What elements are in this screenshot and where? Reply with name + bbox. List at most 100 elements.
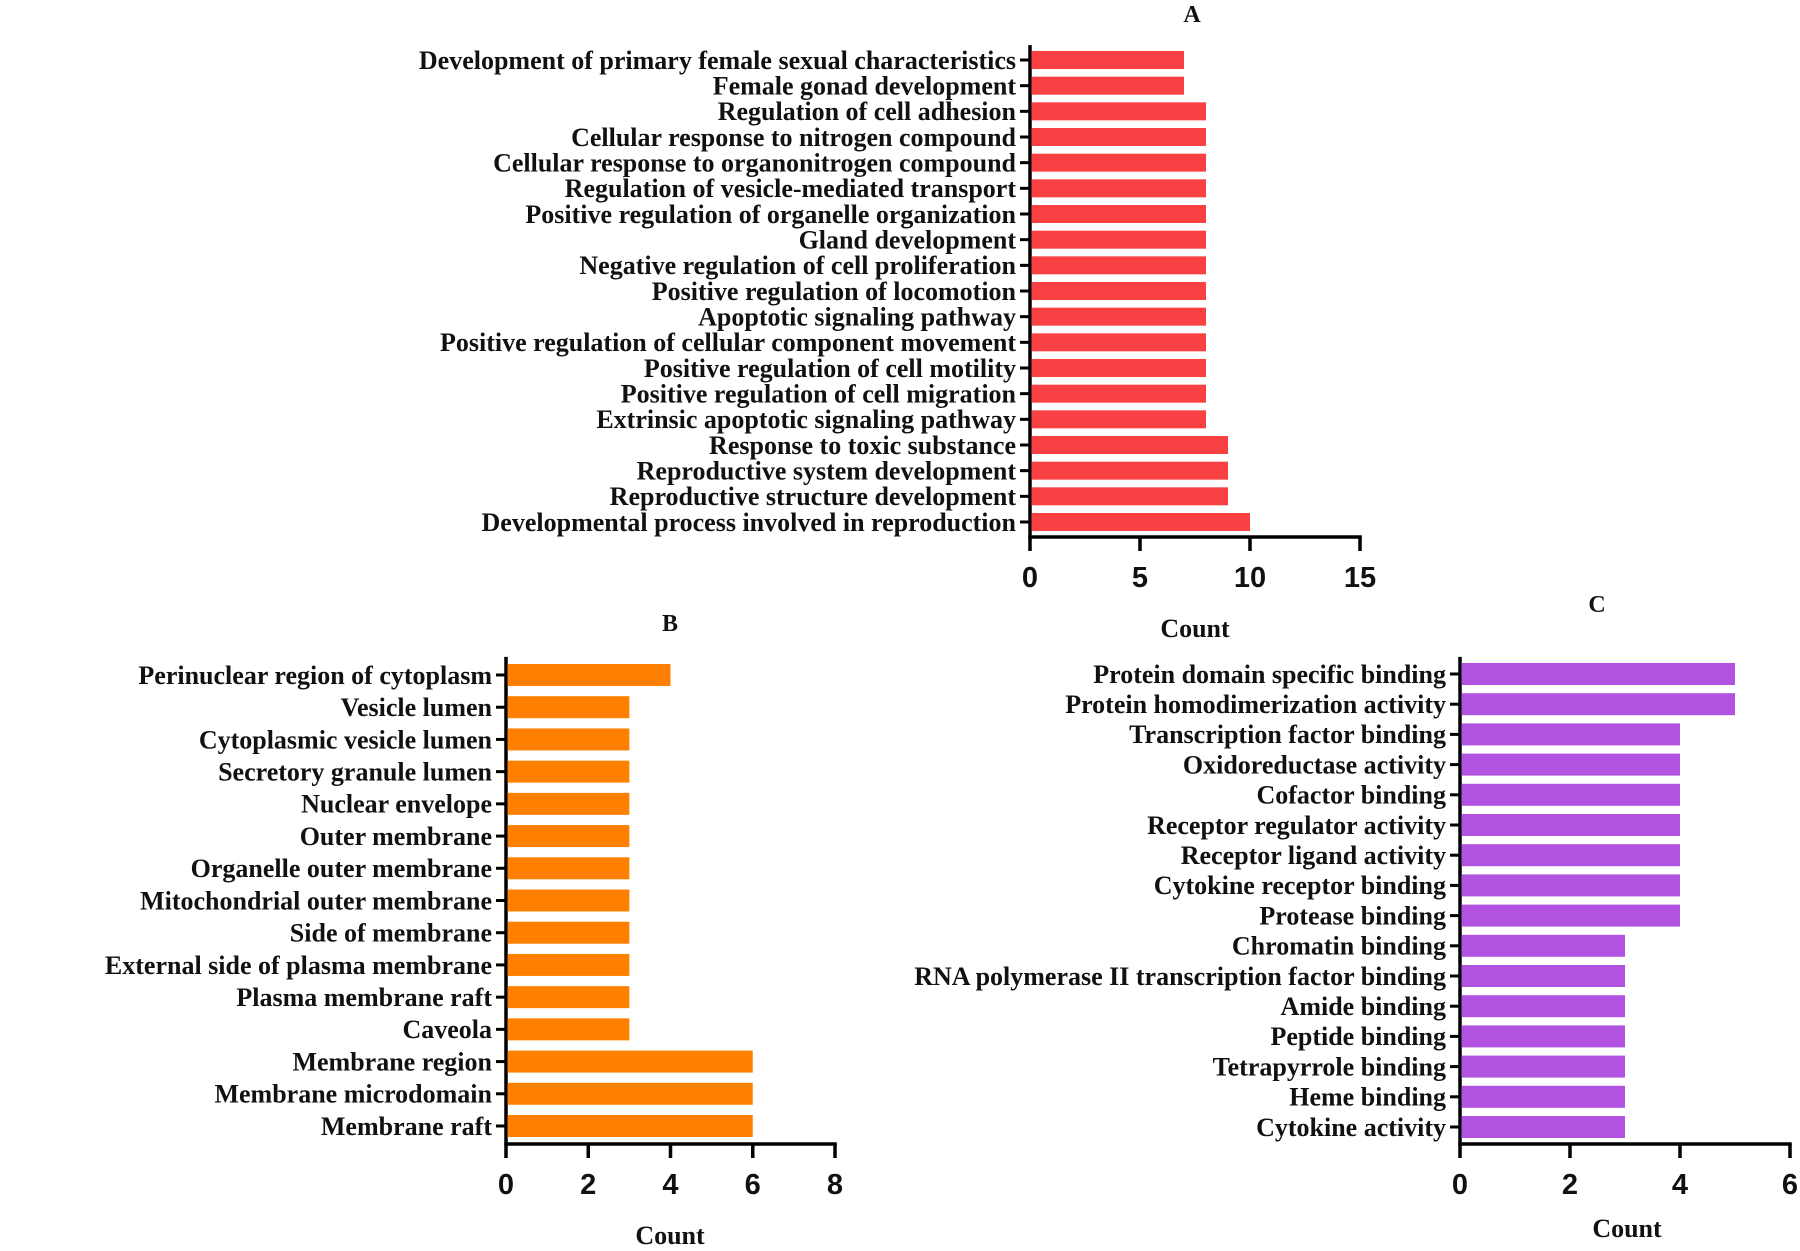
x-tick-label: 2 — [580, 1169, 596, 1201]
bar — [507, 696, 630, 719]
bar — [1461, 814, 1680, 836]
category-label: Mitochondrial outer membrane — [140, 886, 492, 915]
bar — [507, 792, 630, 815]
category-label: Heme binding — [1289, 1083, 1446, 1112]
x-tick-label: 2 — [1562, 1169, 1578, 1201]
bar — [507, 664, 671, 686]
category-label: Positive regulation of organelle organiz… — [525, 200, 1016, 229]
bar — [1461, 693, 1735, 716]
category-label: Side of membrane — [290, 919, 492, 948]
x-tick-label: 10 — [1234, 562, 1266, 594]
bar — [507, 1018, 630, 1041]
category-label: RNA polymerase II transcription factor b… — [914, 962, 1446, 991]
category-label: Reproductive system development — [637, 457, 1017, 486]
x-tick-label: 6 — [1782, 1169, 1798, 1201]
category-label: Amide binding — [1281, 992, 1446, 1021]
category-label: Membrane raft — [321, 1112, 492, 1141]
category-label: Cytokine receptor binding — [1154, 871, 1446, 900]
category-label: Membrane region — [292, 1047, 492, 1076]
bar — [1031, 153, 1206, 172]
x-axis-title: Count — [1160, 614, 1230, 643]
category-label: Negative regulation of cell proliferatio… — [579, 251, 1016, 280]
bar — [1461, 934, 1625, 957]
category-label: Plasma membrane raft — [236, 983, 492, 1012]
category-label: Membrane microdomain — [214, 1080, 492, 1109]
category-label: Regulation of vesicle-mediated transport — [565, 174, 1017, 203]
bar — [1461, 844, 1680, 867]
panel-title-b: B — [662, 611, 678, 637]
category-label: Cellular response to nitrogen compound — [571, 123, 1016, 152]
category-label: Positive regulation of cell motility — [644, 354, 1016, 383]
category-label: Gland development — [799, 226, 1017, 255]
chart-panel-c: C Protein domain specific bindingProtein … — [914, 592, 1798, 1243]
bar — [507, 825, 630, 848]
category-label: Development of primary female sexual cha… — [419, 46, 1016, 75]
x-tick-label: 0 — [1452, 1169, 1468, 1201]
bar — [1031, 102, 1206, 121]
bar — [1031, 51, 1184, 69]
bar — [507, 857, 630, 880]
x-tick-label: 5 — [1132, 562, 1148, 594]
bar — [1461, 995, 1625, 1018]
bar — [507, 986, 630, 1009]
bar — [1461, 753, 1680, 776]
x-tick-label: 6 — [745, 1169, 761, 1201]
bar — [1461, 783, 1680, 806]
bar — [507, 921, 630, 944]
category-label: Cofactor binding — [1257, 781, 1447, 810]
chart-panel-a: A Development of primary female sexual ch… — [419, 2, 1376, 643]
x-tick-label: 8 — [827, 1169, 843, 1201]
bar — [507, 953, 630, 976]
bar — [1031, 282, 1206, 300]
bar — [1031, 307, 1206, 326]
x-tick-label: 0 — [498, 1169, 514, 1201]
category-label: Organelle outer membrane — [191, 854, 492, 883]
category-label: External side of plasma membrane — [105, 951, 492, 980]
bar — [507, 1115, 753, 1137]
category-label: Oxidoreductase activity — [1183, 750, 1446, 779]
bar — [1461, 965, 1625, 987]
bar — [1031, 230, 1206, 249]
category-label: Positive regulation of locomotion — [652, 277, 1017, 306]
bar — [507, 1082, 753, 1105]
category-label: Cytokine activity — [1256, 1113, 1446, 1142]
category-label: Cytoplasmic vesicle lumen — [199, 725, 493, 754]
category-label: Apoptotic signaling pathway — [698, 303, 1016, 332]
bar — [507, 728, 630, 751]
category-label: Vesicle lumen — [341, 693, 493, 722]
panel-title-a: A — [1183, 2, 1201, 28]
category-label: Positive regulation of cell migration — [621, 380, 1017, 409]
category-label: Outer membrane — [300, 822, 492, 851]
category-label: Protein homodimerization activity — [1065, 690, 1446, 719]
bar — [1461, 1025, 1625, 1048]
category-label: Response to toxic substance — [709, 431, 1016, 460]
bar — [1031, 436, 1228, 454]
x-axis-title: Count — [635, 1221, 705, 1250]
bar — [1461, 723, 1680, 746]
category-label: Caveola — [402, 1015, 492, 1044]
category-label: Protein domain specific binding — [1093, 660, 1446, 689]
bar — [1461, 1116, 1625, 1138]
bar — [1031, 384, 1206, 403]
bar — [1031, 128, 1206, 146]
bar — [1031, 76, 1184, 95]
x-tick-label: 4 — [1672, 1169, 1688, 1201]
bar — [1031, 205, 1206, 223]
bar — [1031, 256, 1206, 275]
category-label: Transcription factor binding — [1129, 720, 1446, 749]
bar — [1461, 663, 1735, 685]
bar — [1461, 874, 1680, 897]
bar — [1031, 359, 1206, 377]
category-label: Cellular response to organonitrogen comp… — [493, 149, 1016, 178]
bar — [507, 1050, 753, 1073]
bar — [1031, 487, 1228, 506]
bar — [1031, 410, 1206, 429]
category-label: Positive regulation of cellular componen… — [440, 328, 1016, 357]
bar — [1031, 333, 1206, 352]
category-label: Nuclear envelope — [301, 790, 492, 819]
category-label: Perinuclear region of cytoplasm — [138, 661, 492, 690]
category-label: Reproductive structure development — [610, 482, 1017, 511]
x-axis-title: Count — [1592, 1214, 1662, 1243]
x-tick-label: 4 — [662, 1169, 678, 1201]
category-label: Secretory granule lumen — [218, 757, 492, 786]
